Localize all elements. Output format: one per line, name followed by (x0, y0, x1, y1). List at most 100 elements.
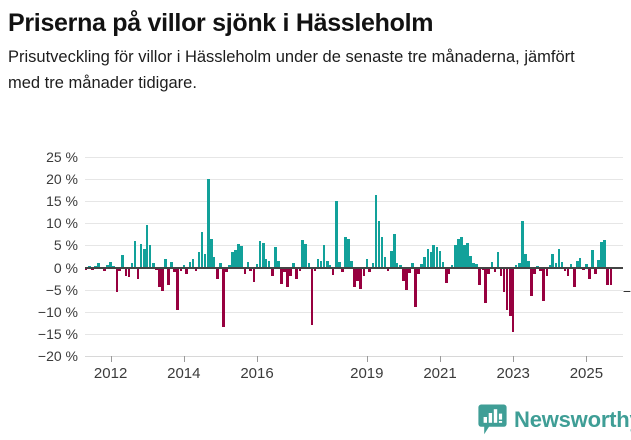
bar (426, 248, 430, 268)
gridline (85, 245, 623, 247)
gridline (85, 201, 623, 203)
bar (338, 261, 341, 268)
bar (246, 262, 250, 268)
bar (91, 267, 94, 270)
x-axis-tick (183, 356, 185, 362)
bar (609, 267, 613, 286)
bar (264, 258, 268, 268)
bar (319, 261, 323, 268)
bar (335, 201, 338, 268)
bar (441, 261, 445, 268)
bar (353, 267, 356, 288)
x-axis-tick-label: 2021 (423, 365, 457, 382)
bar (548, 264, 552, 268)
y-axis-tick-label: 0 % (53, 259, 78, 276)
bar (569, 263, 573, 268)
bar (481, 267, 485, 271)
bar (438, 250, 442, 268)
bar (554, 263, 558, 268)
bar (209, 238, 213, 268)
bar (176, 267, 179, 310)
x-axis-tick (110, 356, 112, 362)
bar (563, 267, 567, 271)
y-axis-tick-label: 20 % (46, 171, 78, 188)
bar (478, 267, 481, 286)
bar (411, 263, 414, 268)
bar (450, 264, 454, 268)
bar (457, 238, 460, 268)
bar (454, 245, 457, 268)
bar (267, 260, 271, 268)
bar (432, 245, 436, 268)
bar (487, 267, 490, 275)
bar (521, 221, 524, 268)
chart-plot-wrapper: 25 % 20 % 15 % 10 % 5 % 0 % −5 % −10 % −15 % −20 … (0, 146, 631, 396)
gridline (85, 311, 623, 313)
annotation-last-value: −4 % (622, 283, 631, 300)
bar (322, 245, 326, 268)
bar (508, 267, 512, 317)
bar (258, 241, 262, 268)
bar (390, 250, 393, 268)
bar (551, 254, 554, 268)
bar (347, 238, 350, 268)
bar (127, 267, 131, 278)
bar (157, 267, 161, 288)
bar (359, 267, 362, 289)
bar (331, 267, 335, 275)
bar (463, 245, 466, 268)
x-axis-tick (257, 356, 258, 362)
bar (216, 267, 219, 280)
x-axis-tick-label: 2014 (167, 365, 201, 382)
y-axis-labels: 25 % 20 % 15 % 10 % 5 % 0 % −5 % −10 % −15 % −20 … (0, 150, 78, 363)
y-axis-tick-label: −15 % (37, 325, 78, 342)
bar (573, 267, 576, 288)
bar (588, 267, 591, 279)
gridline (85, 333, 623, 335)
x-axis-tick (440, 356, 441, 362)
gridline (85, 289, 623, 291)
bar (255, 264, 259, 268)
x-axis-tick (513, 356, 515, 362)
bar (298, 267, 302, 272)
bar (136, 267, 140, 279)
y-axis-tick-label: 10 % (46, 215, 78, 232)
bar (386, 267, 390, 271)
bar (316, 258, 320, 268)
chart-bubble-icon (478, 404, 507, 435)
bar (365, 258, 369, 268)
bar (557, 248, 561, 268)
x-axis-tick-label: 2019 (350, 365, 384, 382)
bar (417, 267, 421, 275)
bar (423, 256, 426, 268)
bar (514, 265, 518, 268)
bar (115, 267, 119, 293)
logo-wordmark: Newsworthy (514, 406, 631, 432)
bar (408, 267, 411, 273)
gridline (85, 223, 623, 225)
bar (155, 267, 158, 271)
newsworthy-logo[interactable]: Newsworthy (478, 404, 631, 435)
bar (392, 234, 396, 268)
bar (362, 267, 366, 277)
bar (493, 267, 497, 272)
bar (402, 267, 405, 281)
bar (444, 267, 448, 284)
bar (377, 221, 381, 268)
y-axis-tick-label: 25 % (46, 149, 78, 165)
bar (200, 232, 204, 268)
bar (109, 262, 112, 268)
y-axis-tick-label: 5 % (53, 237, 78, 254)
bar (374, 194, 378, 268)
bar (274, 247, 277, 268)
bar (97, 263, 100, 268)
bar (203, 254, 207, 268)
x-axis-tick-label: 2012 (93, 365, 128, 382)
bar (261, 242, 265, 268)
bar (124, 267, 128, 277)
bar (603, 240, 606, 268)
bar (185, 267, 189, 275)
bar (84, 267, 88, 271)
bar (191, 258, 195, 268)
bar (542, 267, 545, 301)
